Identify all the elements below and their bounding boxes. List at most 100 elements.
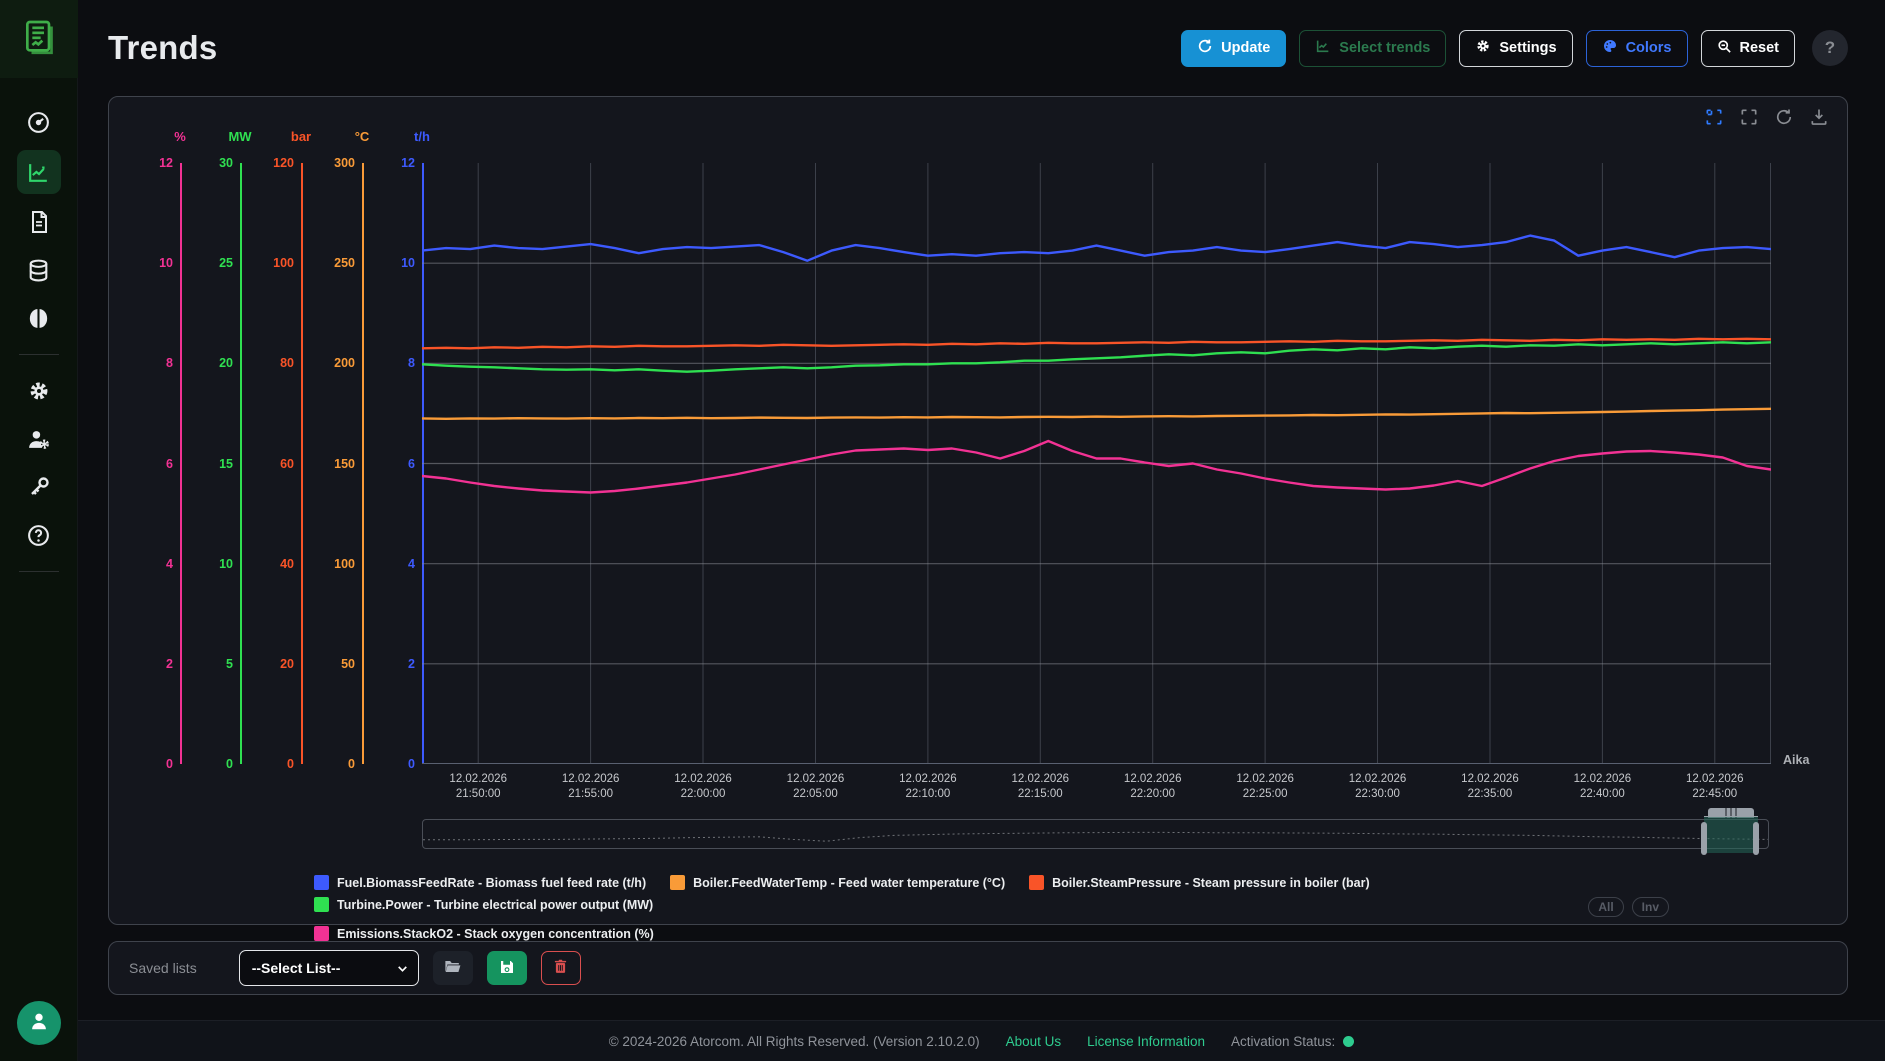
sidebar-item-trends[interactable]	[16, 150, 61, 194]
range-navigator[interactable]	[422, 808, 1769, 855]
legend-swatch	[670, 875, 686, 890]
legend-inv-button[interactable]: Inv	[1631, 897, 1669, 917]
legend-item-Fuel.BiomassFeedRate[interactable]: Fuel.BiomassFeedRate - Biomass fuel feed…	[314, 875, 646, 890]
select-trends-button[interactable]: Select trends	[1299, 29, 1447, 67]
legend-label: Fuel.BiomassFeedRate - Biomass fuel feed…	[337, 875, 647, 890]
sidebar-item-user-management[interactable]	[17, 417, 61, 461]
navigator-right-handle[interactable]	[1753, 822, 1759, 855]
sidebar-divider	[18, 354, 59, 355]
chart-icon	[1315, 38, 1331, 58]
y-axis-tick-label: 250	[334, 256, 355, 271]
legend-controls: All Inv	[1588, 897, 1669, 917]
y-axis-tick-label: 60	[280, 456, 294, 471]
y-axis-tick-label: 10	[219, 556, 233, 571]
y-axis-tick-label: 0	[226, 757, 233, 771]
page-title: Trends	[108, 29, 218, 66]
chart-panel: % 12 10 8 6 4 2 0 MW 30 25 20 15 10 5 0 bar 120 100 80 60 40 2…	[108, 96, 1848, 941]
y-axis-tick-label: 2	[408, 656, 415, 671]
y-axis-tick-label: 0	[287, 757, 294, 771]
series-line-Boiler.FeedWaterTemp	[422, 407, 1771, 420]
colors-button[interactable]: Colors	[1585, 29, 1688, 67]
legend-item-Emissions.StackO2[interactable]: Emissions.StackO2 - Stack oxygen concent…	[314, 926, 654, 941]
sidebar-item-help[interactable]	[17, 513, 61, 557]
x-tick-label: 12.02.2026 22:05:00	[786, 773, 845, 800]
saved-lists-label: Saved lists	[129, 960, 197, 976]
sidebar-item-reports[interactable]	[17, 200, 61, 244]
legend-item-Turbine.Power[interactable]: Turbine.Power - Turbine electrical power…	[314, 897, 653, 912]
download-icon[interactable]	[1809, 107, 1829, 127]
y-axis-tick-label: 12	[159, 156, 173, 170]
app-logo[interactable]	[0, 0, 78, 78]
refresh-icon	[1197, 38, 1213, 58]
plot-area	[422, 163, 1771, 764]
license-information-link[interactable]: License Information	[1087, 1033, 1205, 1049]
navigator-left-handle[interactable]	[1701, 822, 1707, 855]
y-axis-tick-label: 12	[401, 156, 415, 170]
x-tick-label: 12.02.2026 22:25:00	[1236, 773, 1294, 800]
legend-swatch	[314, 875, 329, 890]
sidebar	[0, 0, 78, 1061]
legend-all-button[interactable]: All	[1588, 897, 1624, 917]
copyright-text: © 2024-2026 Atorcom. All Rights Reserved…	[608, 1033, 980, 1049]
y-axis-tick-label: 0	[348, 757, 355, 771]
about-us-link[interactable]: About Us	[1005, 1033, 1062, 1049]
zoom-box-icon[interactable]	[1704, 107, 1724, 127]
y-axis-tick-label: 50	[341, 656, 355, 671]
legend-item-Boiler.SteamPressure[interactable]: Boiler.SteamPressure - Steam pressure in…	[1029, 875, 1370, 890]
navigator-overview-line	[423, 831, 1769, 842]
y-axis-tick-label: 10	[401, 256, 415, 271]
y-axis-tick-label: 25	[219, 256, 233, 271]
folder-open-icon	[443, 957, 462, 979]
reset-button[interactable]: Reset	[1700, 29, 1795, 67]
person-icon	[28, 1010, 50, 1037]
series-line-Boiler.SteamPressure	[422, 337, 1771, 350]
page-header: Trends Update Select	[78, 0, 1885, 96]
footer: © 2024-2026 Atorcom. All Rights Reserved…	[78, 1020, 1885, 1061]
y-axis-tick-label: 100	[273, 256, 294, 271]
y-axis-tick-label: 0	[166, 757, 173, 771]
magnifier-icon	[1717, 39, 1732, 58]
help-button[interactable]: ?	[1812, 30, 1848, 66]
refresh-icon[interactable]	[1774, 107, 1794, 127]
legend-swatch	[314, 897, 329, 912]
update-button[interactable]: Update	[1181, 29, 1287, 67]
chart-legend: Fuel.BiomassFeedRate - Biomass fuel feed…	[314, 875, 1594, 941]
sidebar-item-dashboard[interactable]	[17, 100, 61, 144]
sidebar-item-analytics[interactable]	[17, 296, 61, 340]
activation-status-dot	[1343, 1035, 1355, 1047]
y-axis-tick-label: 120	[273, 156, 294, 170]
settings-button[interactable]: Settings	[1459, 29, 1573, 67]
user-avatar[interactable]	[17, 1001, 61, 1045]
saved-list-select[interactable]: --Select List--	[238, 950, 419, 986]
navigator-grip-handle[interactable]	[1708, 808, 1754, 818]
x-tick-label: 12.02.2026 22:20:00	[1123, 773, 1182, 800]
delete-list-button[interactable]	[540, 951, 581, 985]
y-axis-tick-label: 8	[166, 356, 173, 371]
y-axis-tick-label: 8	[408, 356, 415, 371]
gear-icon	[1475, 38, 1491, 58]
sidebar-divider	[18, 571, 59, 572]
y-axis-unit-%: %	[174, 129, 186, 144]
series-line-Emissions.StackO2	[422, 439, 1771, 494]
x-tick-label: 12.02.2026 22:45:00	[1686, 773, 1744, 800]
y-axis-tick-label: 80	[280, 356, 294, 371]
legend-item-Boiler.FeedWaterTemp[interactable]: Boiler.FeedWaterTemp - Feed water temper…	[670, 875, 1005, 890]
reset-zoom-icon[interactable]	[1739, 107, 1759, 127]
sidebar-item-access-keys[interactable]	[17, 465, 61, 509]
y-axis-tick-label: 300	[334, 156, 355, 170]
sidebar-item-settings[interactable]	[17, 369, 61, 413]
y-axis-tick-label: 30	[219, 156, 233, 170]
legend-swatch	[314, 926, 329, 941]
open-list-button[interactable]	[432, 951, 473, 985]
sidebar-item-data[interactable]	[17, 248, 61, 292]
saved-lists-bar: Saved lists --Select List--	[108, 941, 1848, 995]
plot-grid	[422, 163, 1771, 764]
gear-icon	[27, 379, 51, 403]
y-axis-tick-label: 15	[219, 456, 233, 471]
save-list-button[interactable]	[486, 951, 527, 985]
x-tick-label: 12.02.2026 22:10:00	[899, 773, 957, 800]
x-tick-label: 12.02.2026 21:55:00	[561, 773, 620, 800]
floppy-save-icon	[498, 958, 516, 979]
x-tick-label: 12.02.2026 22:35:00	[1461, 773, 1519, 800]
navigator-selection[interactable]	[1704, 816, 1758, 853]
